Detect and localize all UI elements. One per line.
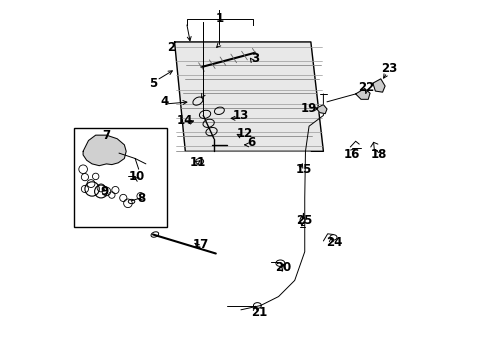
Text: 10: 10 [128,170,145,183]
Polygon shape [372,79,384,92]
Text: 1: 1 [215,12,223,25]
Text: 20: 20 [275,261,291,274]
Text: 11: 11 [189,156,205,169]
Text: 19: 19 [300,103,317,116]
Text: 14: 14 [177,114,193,127]
Text: 12: 12 [236,127,252,140]
Text: 8: 8 [137,192,145,205]
Text: 16: 16 [343,148,360,161]
Bar [74,128,167,226]
Polygon shape [174,42,323,151]
Text: 15: 15 [295,163,311,176]
Polygon shape [355,89,369,99]
Text: 5: 5 [149,77,157,90]
Text: 24: 24 [325,236,342,249]
Text: 6: 6 [247,136,255,149]
Text: 23: 23 [381,62,397,75]
Polygon shape [316,105,326,114]
Text: 9: 9 [101,185,108,198]
Text: 17: 17 [192,238,208,251]
Text: 3: 3 [251,51,259,64]
Text: 18: 18 [370,148,386,161]
Text: 4: 4 [161,95,169,108]
Text: 2: 2 [166,41,175,54]
Text: 25: 25 [296,214,312,227]
Text: 22: 22 [358,81,374,94]
Polygon shape [83,135,126,166]
Text: 13: 13 [232,109,248,122]
Text: 7: 7 [102,129,110,142]
Text: 21: 21 [250,306,266,319]
